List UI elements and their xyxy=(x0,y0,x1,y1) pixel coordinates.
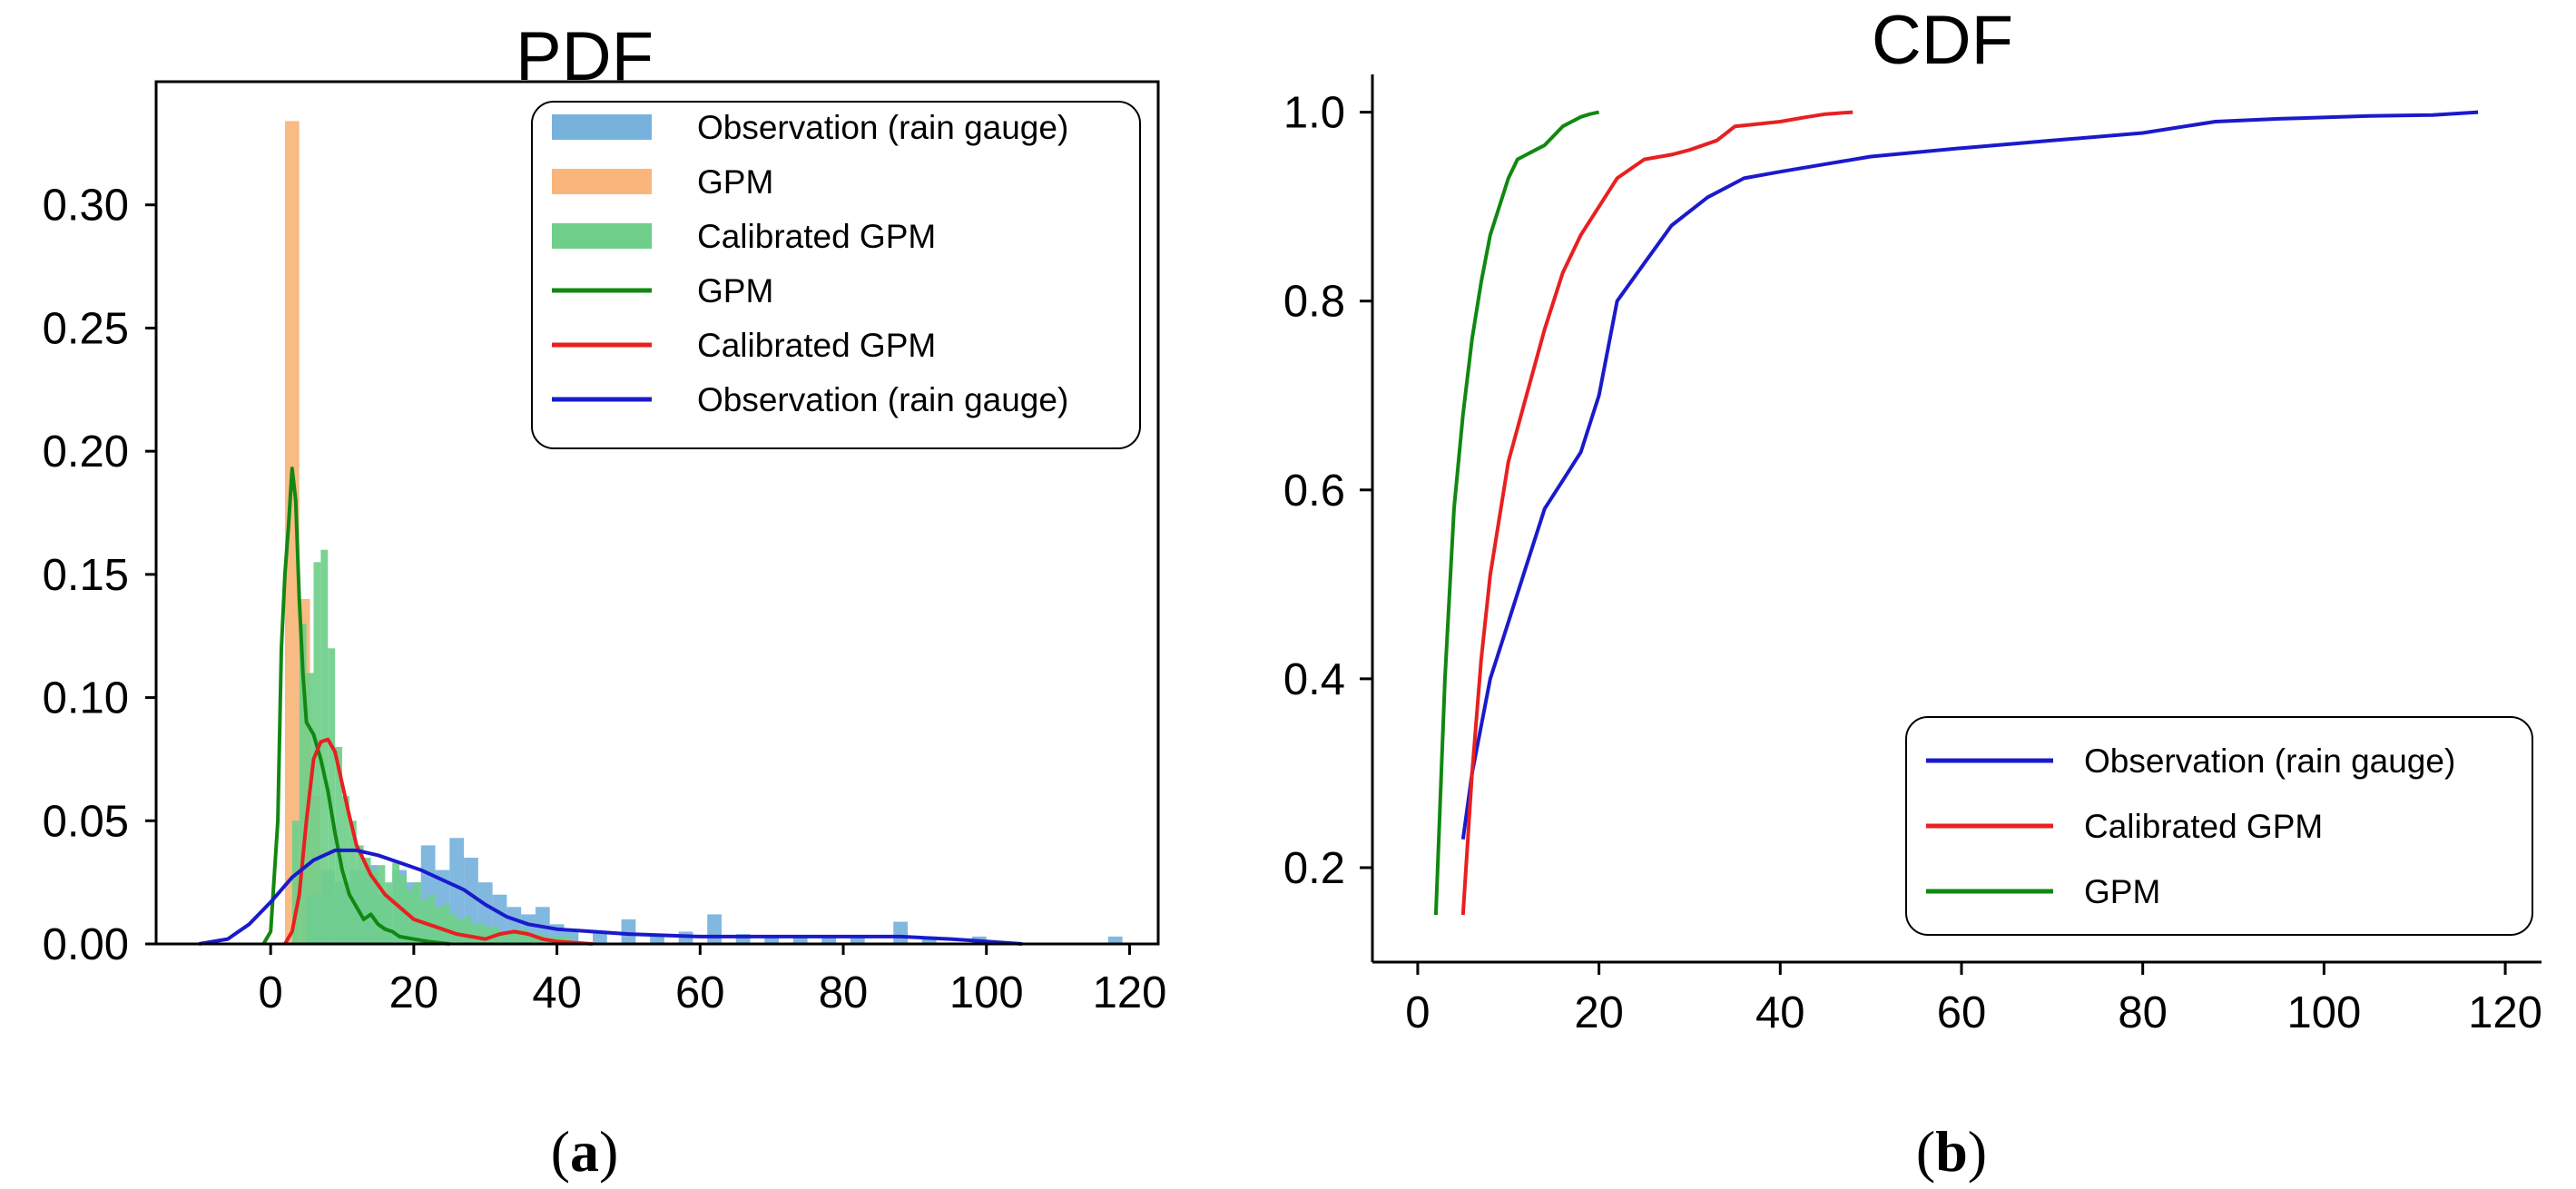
x-tick-label: 80 xyxy=(2118,988,2168,1037)
x-tick-label: 40 xyxy=(532,968,582,1017)
legend-label: Calibrated GPM xyxy=(2084,808,2323,845)
pdf-legend: Observation (rain gauge) GPM Calibrated GP… xyxy=(531,101,1141,449)
hist-bar-calibrated-gpm xyxy=(435,907,443,944)
y-tick-label: 0.00 xyxy=(43,920,129,969)
hist-bar-observation-rain-gauge xyxy=(1107,936,1123,944)
y-tick-label: 1.0 xyxy=(1283,89,1345,138)
x-tick-label: 40 xyxy=(1755,988,1805,1037)
legend-swatch-calibrated-gpm xyxy=(552,223,652,249)
hist-bar-calibrated-gpm xyxy=(470,924,486,944)
hist-bar-calibrated-gpm xyxy=(385,882,393,944)
kde-line-calibrated-gpm xyxy=(283,737,594,946)
x-tick-label: 0 xyxy=(1405,988,1430,1037)
hist-bar-calibrated-gpm xyxy=(442,904,450,944)
pdf-y-axis: 0.00 0.05 0.10 0.15 0.20 0.25 0.30 xyxy=(43,182,156,969)
hist-bar-calibrated-gpm xyxy=(320,549,329,944)
x-tick-label: 60 xyxy=(1937,988,1987,1037)
cdf-panel: CDF 0 20 40 60 80 100 120 0.2 0.4 0.6 0.8 1.0 Obse… xyxy=(1283,2,2542,1184)
legend-swatch-gpm xyxy=(552,169,652,194)
hist-bar-observation-rain-gauge xyxy=(650,934,664,944)
y-tick-label: 0.4 xyxy=(1283,655,1345,704)
hist-bar-observation-rain-gauge xyxy=(893,921,908,944)
hist-bar-calibrated-gpm xyxy=(370,870,379,944)
legend-label: Observation (rain gauge) xyxy=(697,381,1068,418)
y-tick-label: 0.05 xyxy=(43,797,129,846)
hist-bar-gpm xyxy=(284,121,300,944)
hist-bar-calibrated-gpm xyxy=(306,673,314,944)
y-tick-label: 0.25 xyxy=(43,304,129,353)
hist-bar-calibrated-gpm xyxy=(356,845,364,944)
y-tick-label: 0.2 xyxy=(1283,844,1345,893)
y-tick-label: 0.10 xyxy=(43,674,129,723)
hist-bar-calibrated-gpm xyxy=(464,917,471,944)
legend-label: Calibrated GPM xyxy=(697,218,936,255)
x-tick-label: 0 xyxy=(259,968,283,1017)
hist-bar-observation-rain-gauge xyxy=(921,936,937,944)
hist-bar-observation-rain-gauge xyxy=(821,936,837,944)
cdf-legend-box xyxy=(1905,716,2533,936)
legend-label: GPM xyxy=(697,272,773,310)
caption-b: (b) xyxy=(1916,1119,1987,1184)
cdf-y-axis: 0.2 0.4 0.6 0.8 1.0 xyxy=(1283,89,1372,893)
hist-bar-calibrated-gpm xyxy=(299,624,307,944)
hist-bar-calibrated-gpm xyxy=(349,821,357,944)
y-tick-label: 0.30 xyxy=(43,182,129,231)
legend-label: Observation (rain gauge) xyxy=(2084,742,2455,780)
cdf-line-observation-rain-gauge xyxy=(1460,110,2479,840)
x-tick-label: 60 xyxy=(675,968,725,1017)
legend-swatch-observation-rain-gauge xyxy=(552,114,652,140)
hist-bar-calibrated-gpm xyxy=(449,914,457,944)
hist-bar-calibrated-gpm xyxy=(342,796,349,944)
cdf-title: CDF xyxy=(1872,2,2013,79)
x-tick-label: 100 xyxy=(949,968,1024,1017)
cdf-lines xyxy=(1433,110,2479,916)
cdf-line-gpm xyxy=(1433,110,1600,916)
pdf-legend-box xyxy=(531,101,1141,449)
hist-bar-observation-rain-gauge xyxy=(735,934,751,944)
hist-bar-calibrated-gpm xyxy=(291,821,300,944)
y-tick-label: 0.8 xyxy=(1283,278,1345,327)
y-tick-label: 0.6 xyxy=(1283,467,1345,516)
hist-bar-observation-rain-gauge xyxy=(764,936,780,944)
pdf-kde-lines xyxy=(198,467,1023,946)
cdf-legend: Observation (rain gauge) Calibrated GPM GP… xyxy=(1905,716,2533,936)
hist-bar-observation-rain-gauge xyxy=(621,919,636,944)
pdf-x-axis: 0 20 40 60 80 100 120 xyxy=(259,944,1167,1017)
pdf-plot-frame xyxy=(154,80,1160,946)
hist-bar-calibrated-gpm xyxy=(428,894,436,944)
y-tick-label: 0.20 xyxy=(43,427,129,477)
x-tick-label: 120 xyxy=(1093,968,1167,1017)
hist-bar-observation-rain-gauge xyxy=(707,914,722,944)
cdf-line-calibrated-gpm xyxy=(1460,110,1853,916)
hist-bar-calibrated-gpm xyxy=(413,882,421,944)
legend-label: GPM xyxy=(697,163,773,201)
x-tick-label: 20 xyxy=(1574,988,1624,1037)
x-tick-label: 20 xyxy=(389,968,439,1017)
cdf-x-axis: 0 20 40 60 80 100 120 xyxy=(1405,962,2542,1037)
legend-label: GPM xyxy=(2084,873,2160,910)
caption-a: (a) xyxy=(551,1119,619,1184)
pdf-histograms xyxy=(284,121,1123,944)
x-tick-label: 100 xyxy=(2286,988,2361,1037)
pdf-panel: PDF 0 20 40 60 80 100 120 0.00 0.05 0.10 0.15 0.20… xyxy=(43,18,1167,1184)
legend-label: Calibrated GPM xyxy=(697,327,936,364)
pdf-title: PDF xyxy=(516,18,654,95)
hist-bar-observation-rain-gauge xyxy=(792,936,808,944)
hist-bar-calibrated-gpm xyxy=(457,919,465,944)
hist-bar-calibrated-gpm xyxy=(363,858,371,944)
x-tick-label: 80 xyxy=(819,968,869,1017)
legend-label: Observation (rain gauge) xyxy=(697,109,1068,146)
hist-bar-calibrated-gpm xyxy=(378,865,386,944)
x-tick-label: 120 xyxy=(2468,988,2542,1037)
kde-line-gpm xyxy=(261,467,450,946)
hist-bar-observation-rain-gauge xyxy=(593,931,607,944)
hist-bar-calibrated-gpm xyxy=(528,934,543,944)
kde-line-observation-rain-gauge xyxy=(198,848,1023,946)
y-tick-label: 0.15 xyxy=(43,551,129,600)
hist-bar-observation-rain-gauge xyxy=(850,936,865,944)
hist-bar-calibrated-gpm xyxy=(328,648,336,944)
